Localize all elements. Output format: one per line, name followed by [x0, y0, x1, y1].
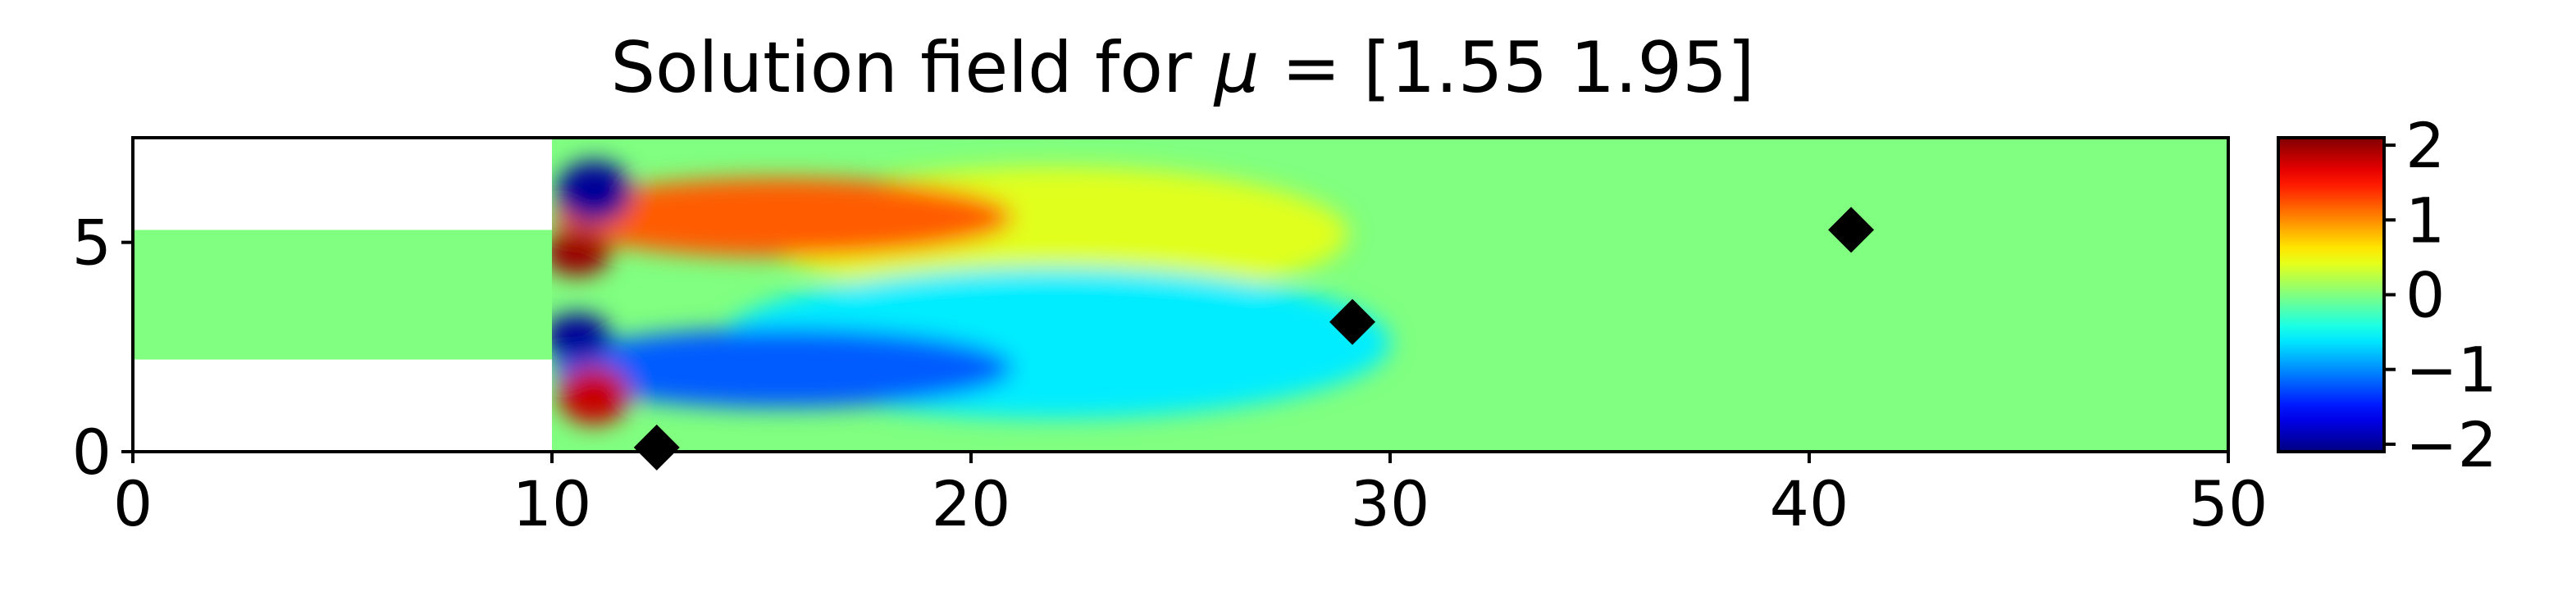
colorbar-gradient: [2278, 138, 2384, 452]
field-feature: [556, 161, 632, 224]
sensor-marker: [1329, 298, 1376, 345]
colorbar: 210−1−2: [2277, 109, 2497, 481]
y-axis: 05: [72, 207, 133, 489]
field-features: [552, 161, 1390, 425]
colorbar-tick-label: 2: [2405, 109, 2445, 182]
inlet-field: [133, 230, 552, 360]
main-field: [552, 138, 2228, 452]
title-mu-symbol: μ: [1213, 27, 1260, 109]
axes-frame: [131, 136, 2230, 453]
colorbar-tick-label: 1: [2405, 184, 2445, 257]
sensor-marker: [633, 424, 680, 471]
field-feature: [552, 177, 1014, 257]
plot-area: 0 10 20 30 40 50 05: [72, 136, 2268, 540]
colorbar-tick-label: −1: [2405, 334, 2497, 407]
x-tick-label: 20: [932, 467, 1011, 540]
title-prefix: Solution field for: [610, 27, 1214, 109]
y-tick-label: 5: [72, 207, 112, 280]
field-feature: [558, 366, 630, 425]
y-tick-label: 0: [72, 416, 112, 489]
sensor-marker: [1828, 207, 1875, 253]
colorbar-tick-label: 0: [2405, 259, 2445, 332]
x-axis: 0 10 20 30 40 50: [113, 452, 2268, 540]
x-tick-label: 30: [1351, 467, 1430, 540]
title-suffix: = [1.55 1.95]: [1259, 27, 1754, 109]
inlet-background: [133, 230, 552, 360]
x-tick-label: 40: [1770, 467, 1849, 540]
field-feature: [552, 230, 611, 276]
field-feature: [552, 313, 611, 360]
sensor-markers: [633, 207, 1875, 471]
x-tick-label: 10: [513, 467, 592, 540]
colorbar-ticks: 210−1−2: [2384, 109, 2497, 481]
field-feature: [552, 328, 1014, 408]
colorbar-tick-label: −2: [2405, 408, 2497, 481]
chart-title: Solution field for μ = [1.55 1.95]: [610, 27, 1754, 109]
x-tick-label: 50: [2189, 467, 2268, 540]
x-tick-label: 0: [113, 467, 153, 540]
